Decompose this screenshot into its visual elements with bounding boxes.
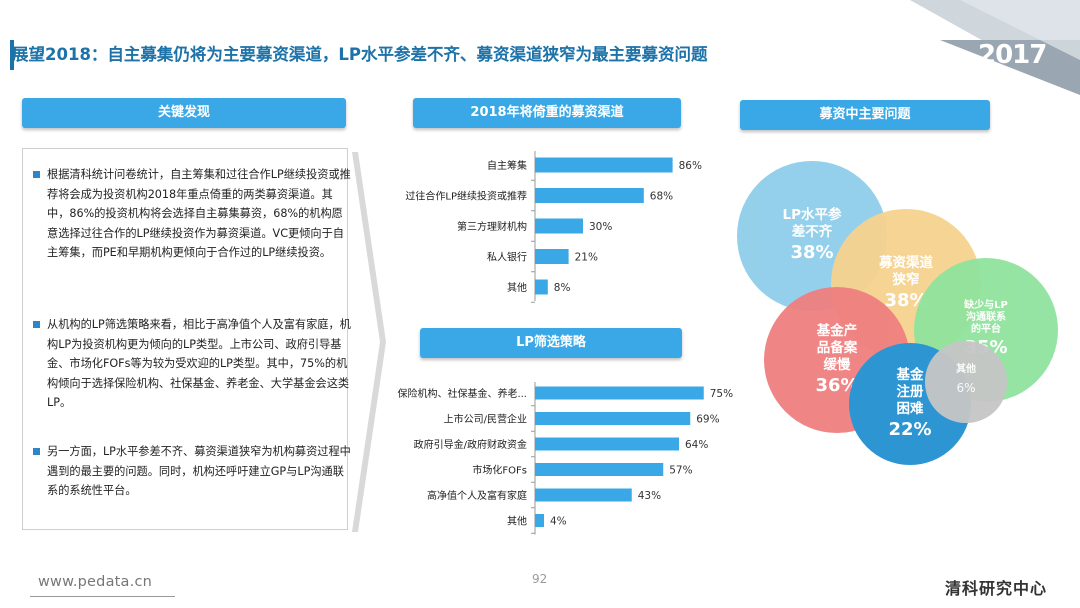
bubble-label-line: 其他 <box>955 364 976 376</box>
bubble-label-line: 沟通联系 <box>965 312 1006 324</box>
bar-value-label: 68% <box>650 191 673 203</box>
footer-url[interactable]: www.pedata.cn <box>38 574 153 590</box>
bar <box>535 188 644 203</box>
chart3-title: 募资中主要问题 <box>740 100 990 130</box>
bubble-value: 22% <box>888 418 932 440</box>
bubble-label-line: 差不齐 <box>791 224 833 241</box>
bar <box>535 412 691 425</box>
bubble-label-line: 缺少与LP <box>964 300 1008 312</box>
bar <box>535 386 704 400</box>
bubble-label-line: 困难 <box>896 400 924 417</box>
bar-value-label: 75% <box>710 388 733 400</box>
bubble-label-line: 的平台 <box>970 324 1001 336</box>
bar-category-label: 其他 <box>507 515 527 528</box>
chevron-divider <box>352 152 386 532</box>
bar-value-label: 8% <box>554 282 571 294</box>
year-badge: 2017 <box>978 40 1047 70</box>
bar-value-label: 21% <box>575 252 598 264</box>
bar-category-label: 私人银行 <box>487 251 527 264</box>
bar-category-label: 高净值个人及富有家庭 <box>427 489 527 502</box>
bar <box>535 488 632 502</box>
page-number: 92 <box>532 572 548 586</box>
bar <box>535 514 544 527</box>
bar-value-label: 43% <box>638 490 661 502</box>
bar-value-label: 30% <box>589 221 612 233</box>
chart2-title: LP筛选策略 <box>420 328 682 358</box>
bar-value-label: 57% <box>669 465 692 477</box>
brand-logo: 清科研究中心 <box>945 579 1048 598</box>
bubble-value: 38% <box>790 242 834 264</box>
bar-category-label: 保险机构、社保基金、养老... <box>397 387 527 400</box>
bar-category-label: 市场化FOFs <box>472 464 527 477</box>
bar-value-label: 4% <box>550 516 567 528</box>
bubble-label-line: 缓慢 <box>823 356 851 373</box>
channels-bar-chart: 自主筹集 86% 过往合作LP继续投资或推荐 68% 第三方理财机构 30% 私人银行 21%… <box>405 151 702 303</box>
bubble-value: 6% <box>956 381 976 396</box>
footer-divider <box>30 596 175 597</box>
bubble-label-line: 品备案 <box>816 339 858 356</box>
page-title: 展望2018：自主募集仍将为主要募资渠道，LP水平参差不齐、募资渠道狭窄为最主要… <box>12 45 708 64</box>
bubble-label-line: 基金 <box>896 366 924 383</box>
bar <box>535 157 673 173</box>
title-accent <box>10 40 14 70</box>
bar-category-label: 其他 <box>507 281 527 294</box>
bar-value-label: 86% <box>679 160 702 172</box>
bubble-label-line: 注册 <box>896 383 924 400</box>
chart1-title: 2018年将倚重的募资渠道 <box>413 98 681 128</box>
bar-category-label: 政府引导金/政府财政资金 <box>414 438 527 451</box>
bubble-label-line: 募资渠道 <box>878 255 933 272</box>
findings-panel: 根据清科统计问卷统计，自主筹集和过往合作LP继续投资或推荐将会成为投资机构201… <box>22 148 351 530</box>
bubble-6: 其他 6% <box>925 341 1007 423</box>
bar <box>535 279 548 295</box>
finding-3: 另一方面，LP水平参差不齐、募资渠道狭窄为机构募资过程中遇到的最主要的问题。同时… <box>33 442 351 501</box>
bubble-label-line: 狭窄 <box>892 272 920 289</box>
bar-value-label: 69% <box>696 414 719 426</box>
bar <box>535 249 569 264</box>
bar <box>535 463 664 476</box>
bar-category-label: 上市公司/民营企业 <box>444 413 527 426</box>
bar <box>535 218 583 234</box>
findings-heading: 关键发现 <box>22 98 346 128</box>
lp-strategy-bar-chart: 保险机构、社保基金、养老... 75% 上市公司/民营企业 69% 政府引导金/政府财政… <box>397 382 733 535</box>
bubble-label-line: LP水平参 <box>782 207 842 224</box>
bar-category-label: 过往合作LP继续投资或推荐 <box>405 190 527 203</box>
bar-category-label: 第三方理财机构 <box>457 220 527 233</box>
bar-category-label: 自主筹集 <box>487 159 527 172</box>
bubble-value: 36% <box>815 374 859 396</box>
finding-1: 根据清科统计问卷统计，自主筹集和过往合作LP继续投资或推荐将会成为投资机构201… <box>33 165 351 263</box>
bar <box>535 437 679 451</box>
bar-value-label: 64% <box>685 439 708 451</box>
finding-2: 从机构的LP筛选策略来看，相比于高净值个人及富有家庭，机构LP为投资机构更为倾向… <box>33 315 351 413</box>
bubble-label-line: 基金产 <box>816 322 858 339</box>
